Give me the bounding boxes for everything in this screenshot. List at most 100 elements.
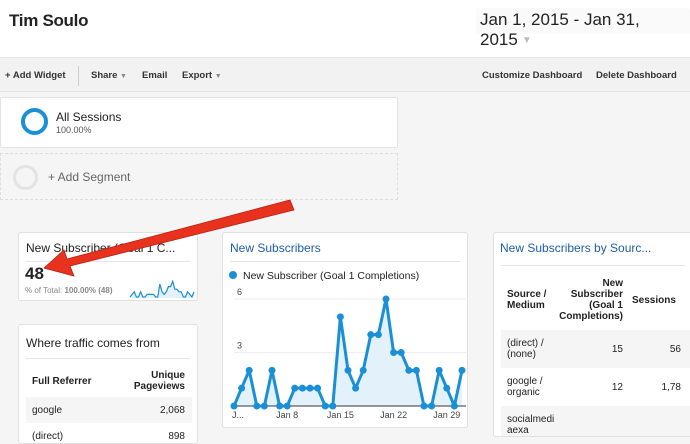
- scorecard-total: % of Total: 100.00% (48): [25, 286, 112, 295]
- widget-title[interactable]: New Subscribers by Sourc...: [500, 241, 652, 255]
- divider: [78, 66, 79, 86]
- widget-title: Where traffic comes from: [26, 336, 160, 350]
- referrer-cell: google: [32, 404, 63, 416]
- data-point[interactable]: [428, 402, 436, 410]
- traffic-widget: Where traffic comes from Full Referrer Un…: [18, 324, 198, 444]
- data-point[interactable]: [253, 402, 261, 410]
- data-point[interactable]: [268, 366, 276, 374]
- data-point[interactable]: [450, 402, 458, 410]
- data-point[interactable]: [329, 402, 337, 410]
- share-label: Share: [91, 70, 118, 81]
- data-point[interactable]: [390, 349, 398, 356]
- column-header: Sessions: [632, 294, 676, 306]
- data-point[interactable]: [405, 366, 413, 374]
- divider: [230, 261, 460, 262]
- chevron-down-icon: ▼: [214, 73, 222, 80]
- area-fill: [234, 299, 462, 406]
- x-tick-label: Jan 29: [433, 410, 460, 420]
- data-point[interactable]: [352, 384, 360, 392]
- source-cell: socialmediaexa: [507, 414, 555, 436]
- annotation-arrow: [43, 199, 295, 277]
- data-point[interactable]: [306, 384, 314, 392]
- source-table: Source / Medium New Subscriber (Goal 1 Co…: [501, 270, 690, 436]
- data-point[interactable]: [245, 366, 253, 374]
- data-point[interactable]: [382, 295, 390, 303]
- data-point[interactable]: [397, 349, 405, 356]
- divider: [26, 261, 190, 262]
- column-header: Source / Medium: [507, 289, 547, 311]
- y-tick-label: 3: [237, 341, 242, 351]
- source-cell: (direct) / (none): [507, 338, 544, 360]
- goal-cell: 12: [611, 381, 623, 393]
- data-point[interactable]: [420, 402, 428, 410]
- header: Tim Soulo Jan 1, 2015 - Jan 31, 2015 ▼: [0, 0, 690, 57]
- x-tick-label: Jan 8: [276, 410, 298, 420]
- data-point[interactable]: [298, 384, 306, 392]
- source-table-widget: New Subscribers by Sourc... Source / Med…: [493, 232, 690, 437]
- data-point[interactable]: [359, 366, 367, 374]
- share-button[interactable]: Share ▼: [91, 70, 127, 81]
- goal-cell: 15: [611, 343, 623, 355]
- traffic-table: Full Referrer Unique Pageviews google 2,06…: [26, 365, 192, 443]
- data-point[interactable]: [458, 366, 466, 374]
- sparkline-fill: [130, 281, 194, 298]
- data-point[interactable]: [283, 402, 291, 410]
- customize-dashboard-button[interactable]: Customize Dashboard: [482, 70, 583, 81]
- data-point[interactable]: [314, 384, 322, 392]
- data-point[interactable]: [344, 366, 352, 374]
- segment-percent: 100.00%: [56, 125, 92, 135]
- data-point[interactable]: [260, 402, 268, 410]
- divider: [501, 265, 685, 266]
- x-tick-label: Jan 15: [327, 410, 354, 420]
- chevron-down-icon: ▼: [521, 35, 532, 47]
- add-segment-label: + Add Segment: [48, 170, 131, 184]
- data-point[interactable]: [230, 402, 238, 410]
- empty-ring-icon: [13, 165, 38, 190]
- column-header: Full Referrer: [32, 375, 92, 387]
- x-tick-label: J...: [232, 410, 244, 420]
- divider: [26, 358, 190, 359]
- scorecard-value: 48: [25, 264, 44, 283]
- data-point[interactable]: [367, 331, 375, 339]
- new-subscribers-chart-widget: New Subscribers New Subscriber (Goal 1 C…: [222, 232, 468, 428]
- line-chart: 3 6 J... Jan 8 Jan 15 Jan 22 Jan 29: [230, 287, 466, 420]
- source-cell: google / organic: [507, 376, 543, 398]
- chevron-down-icon: ▼: [120, 73, 127, 80]
- table-row[interactable]: socialmediaexa: [501, 406, 690, 436]
- data-point[interactable]: [336, 313, 344, 321]
- segment-all-sessions[interactable]: All Sessions 100.00%: [0, 97, 398, 148]
- page-title: Tim Soulo: [9, 11, 89, 30]
- legend-dot-icon: [229, 271, 237, 279]
- table-row[interactable]: google 2,068: [26, 397, 192, 423]
- segment-ring-icon: [21, 108, 48, 135]
- data-point[interactable]: [291, 384, 299, 392]
- column-header: New Subscriber (Goal 1 Completions): [559, 278, 623, 322]
- legend-label: New Subscriber (Goal 1 Completions): [243, 270, 420, 282]
- data-point[interactable]: [276, 402, 284, 410]
- date-range-picker[interactable]: Jan 1, 2015 - Jan 31, 2015 ▼: [476, 8, 690, 49]
- add-widget-button[interactable]: + Add Widget: [5, 70, 66, 81]
- sessions-cell: 56: [669, 343, 681, 355]
- data-point[interactable]: [435, 366, 443, 374]
- data-point[interactable]: [374, 331, 382, 339]
- data-point[interactable]: [443, 384, 451, 392]
- date-range: Jan 1, 2015 - Jan 31, 2015: [480, 10, 640, 49]
- segment-name: All Sessions: [56, 110, 122, 124]
- y-tick-label: 6: [237, 287, 242, 297]
- add-segment-button[interactable]: + Add Segment: [0, 153, 398, 200]
- sparkline-line: [129, 279, 195, 299]
- total-value: 100.00% (48): [64, 286, 113, 295]
- sparkline: [129, 279, 195, 299]
- table-row[interactable]: (direct) / (none) 15 56: [501, 330, 690, 368]
- data-point[interactable]: [238, 384, 246, 392]
- column-header: Unique Pageviews: [133, 370, 185, 392]
- email-button[interactable]: Email: [142, 70, 168, 81]
- data-point[interactable]: [412, 366, 420, 374]
- table-row[interactable]: google / organic 12 1,78: [501, 368, 690, 406]
- widget-title[interactable]: New Subscribers: [230, 241, 321, 255]
- data-point[interactable]: [321, 402, 329, 410]
- chart-legend: New Subscriber (Goal 1 Completions): [229, 270, 419, 282]
- export-button[interactable]: Export ▼: [182, 70, 222, 81]
- delete-dashboard-button[interactable]: Delete Dashboard: [596, 70, 677, 81]
- export-label: Export: [182, 70, 213, 81]
